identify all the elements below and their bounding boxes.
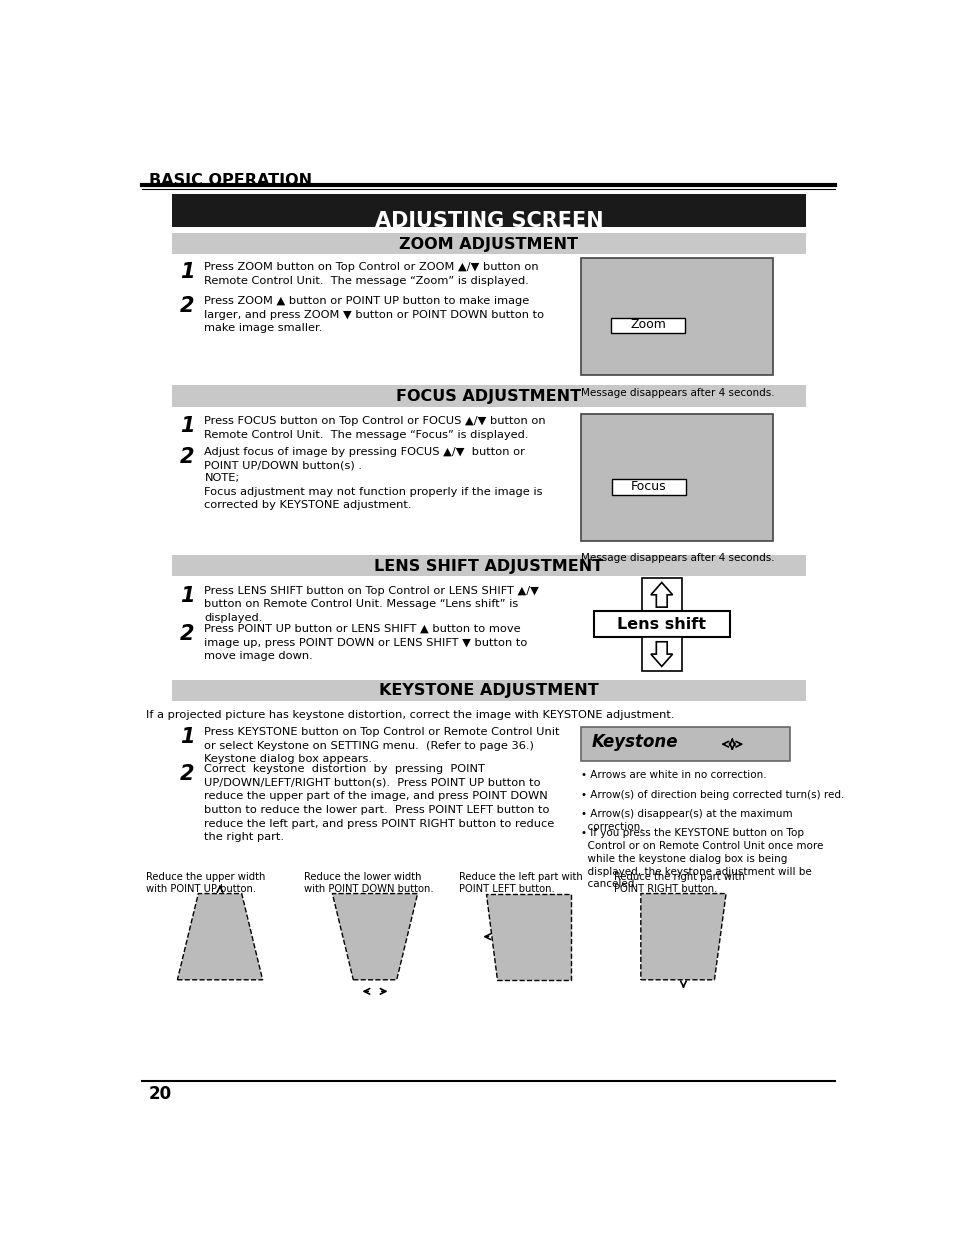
Text: 2: 2 (179, 764, 194, 784)
Polygon shape (650, 642, 672, 667)
Text: 2: 2 (179, 447, 194, 467)
Text: 1: 1 (179, 416, 194, 436)
Text: Correct  keystone  distortion  by  pressing  POINT
UP/DOWN/LEFT/RIGHT button(s).: Correct keystone distortion by pressing … (204, 764, 554, 842)
Text: Press FOCUS button on Top Control or FOCUS ▲/▼ button on
Remote Control Unit.  T: Press FOCUS button on Top Control or FOC… (204, 416, 545, 440)
Text: • Arrow(s) disappear(s) at the maximum
  correction.: • Arrow(s) disappear(s) at the maximum c… (580, 809, 792, 831)
FancyBboxPatch shape (593, 611, 729, 637)
Text: Reduce the upper width
with POINT UP button.: Reduce the upper width with POINT UP but… (146, 872, 266, 894)
Text: NOTE;
Focus adjustment may not function properly if the image is
corrected by KE: NOTE; Focus adjustment may not function … (204, 473, 542, 510)
Text: Message disappears after 4 seconds.: Message disappears after 4 seconds. (580, 553, 774, 563)
Text: Press ZOOM button on Top Control or ZOOM ▲/▼ button on
Remote Control Unit.  The: Press ZOOM button on Top Control or ZOOM… (204, 262, 538, 285)
FancyBboxPatch shape (611, 317, 684, 333)
Polygon shape (332, 894, 417, 979)
Text: Press KEYSTONE button on Top Control or Remote Control Unit
or select Keystone o: Press KEYSTONE button on Top Control or … (204, 727, 559, 764)
Text: If a projected picture has keystone distortion, correct the image with KEYSTONE : If a projected picture has keystone dist… (146, 710, 674, 720)
FancyBboxPatch shape (580, 727, 790, 761)
FancyBboxPatch shape (580, 258, 773, 375)
Text: BASIC OPERATION: BASIC OPERATION (149, 173, 312, 188)
FancyBboxPatch shape (580, 414, 773, 541)
Text: 1: 1 (179, 585, 194, 605)
Text: Message disappears after 4 seconds.: Message disappears after 4 seconds. (580, 388, 774, 398)
Text: Focus: Focus (631, 480, 666, 493)
Polygon shape (640, 894, 725, 979)
Text: • Arrows are white in no correction.: • Arrows are white in no correction. (580, 771, 766, 781)
Text: ZOOM ADJUSTMENT: ZOOM ADJUSTMENT (399, 237, 578, 252)
Text: 1: 1 (179, 262, 194, 282)
Text: 20: 20 (149, 1084, 172, 1103)
Polygon shape (485, 894, 571, 979)
Text: ADJUSTING SCREEN: ADJUSTING SCREEN (375, 211, 602, 231)
FancyBboxPatch shape (641, 637, 681, 671)
Polygon shape (650, 583, 672, 608)
Polygon shape (177, 894, 262, 979)
Text: • If you press the KEYSTONE button on Top
  Control or on Remote Control Unit on: • If you press the KEYSTONE button on To… (580, 829, 822, 889)
FancyBboxPatch shape (172, 555, 805, 577)
Text: Adjust focus of image by pressing FOCUS ▲/▼  button or
POINT UP/DOWN button(s) .: Adjust focus of image by pressing FOCUS … (204, 447, 525, 471)
FancyBboxPatch shape (641, 578, 681, 611)
Text: LENS SHIFT ADJUSTMENT: LENS SHIFT ADJUSTMENT (374, 558, 603, 573)
FancyBboxPatch shape (172, 233, 805, 254)
Text: Press LENS SHIFT button on Top Control or LENS SHIFT ▲/▼
button on Remote Contro: Press LENS SHIFT button on Top Control o… (204, 585, 538, 622)
Text: Keystone: Keystone (592, 734, 678, 751)
Text: • Arrow(s) of direction being corrected turn(s) red.: • Arrow(s) of direction being corrected … (580, 789, 843, 799)
Text: 1: 1 (179, 727, 194, 747)
Text: KEYSTONE ADJUSTMENT: KEYSTONE ADJUSTMENT (378, 683, 598, 698)
Text: Press ZOOM ▲ button or POINT UP button to make image
larger, and press ZOOM ▼ bu: Press ZOOM ▲ button or POINT UP button t… (204, 296, 544, 333)
Text: Press POINT UP button or LENS SHIFT ▲ button to move
image up, press POINT DOWN : Press POINT UP button or LENS SHIFT ▲ bu… (204, 624, 527, 661)
Text: Reduce the left part with
POINT LEFT button.: Reduce the left part with POINT LEFT but… (458, 872, 582, 894)
Text: Reduce the lower width
with POINT DOWN button.: Reduce the lower width with POINT DOWN b… (303, 872, 433, 894)
FancyBboxPatch shape (172, 385, 805, 406)
Text: Reduce the right part with
POINT RIGHT button.: Reduce the right part with POINT RIGHT b… (613, 872, 744, 894)
Text: FOCUS ADJUSTMENT: FOCUS ADJUSTMENT (395, 389, 581, 404)
Text: Zoom: Zoom (630, 319, 665, 331)
FancyBboxPatch shape (172, 679, 805, 701)
FancyBboxPatch shape (612, 479, 685, 495)
Text: Lens shift: Lens shift (617, 618, 705, 632)
FancyBboxPatch shape (172, 194, 805, 227)
Text: 2: 2 (179, 624, 194, 645)
Text: 2: 2 (179, 296, 194, 316)
